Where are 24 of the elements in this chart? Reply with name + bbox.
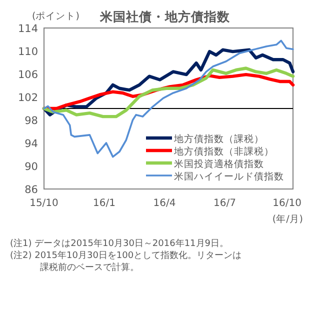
legend-label: 米国ハイイールド債指数 <box>174 170 284 182</box>
y-tick-label: 106 <box>18 69 38 81</box>
x-tick-label: 15/10 <box>30 198 58 209</box>
x-axis-title: (年/月) <box>272 213 303 225</box>
y-tick-label: 86 <box>24 184 38 196</box>
y-axis-title: (ポイント) <box>32 11 80 22</box>
y-tick-label: 114 <box>18 23 38 35</box>
legend-label: 米国投資適格債指数 <box>174 158 264 170</box>
legend-label: 地方債指数（非課税） <box>173 146 274 158</box>
y-tick-label: 102 <box>18 92 38 104</box>
legend-label: 地方債指数（課税） <box>173 133 264 145</box>
text: (注2) 2015年10月30日を100として指数化。リターンは課税前のベースで計算。 <box>10 250 242 273</box>
line-series <box>43 40 294 158</box>
y-tick-label: 90 <box>24 161 38 173</box>
x-tick-label: 16/7 <box>214 198 236 209</box>
y-tick-label: 110 <box>18 46 38 58</box>
x-tick-label: 16/10 <box>272 198 302 209</box>
x-tick-label: 16/1 <box>93 198 116 209</box>
line-series <box>42 66 295 118</box>
chart-title: 米国社債・地方債指数 <box>99 9 231 24</box>
y-tick-label: 98 <box>24 115 38 127</box>
text: (注1) データは2015年10月30日～2016年11月9日。 <box>10 238 229 249</box>
x-tick-label: 16/4 <box>153 198 176 209</box>
y-tick-label: 94 <box>24 138 38 150</box>
